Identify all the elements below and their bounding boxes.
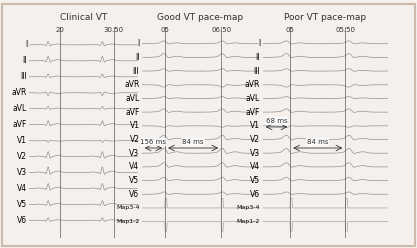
Text: aVR: aVR <box>245 80 260 89</box>
Text: aVR: aVR <box>124 80 139 89</box>
Text: 05: 05 <box>286 27 295 33</box>
Text: III: III <box>133 66 139 76</box>
Text: 06.50: 06.50 <box>211 27 231 33</box>
Text: 30.50: 30.50 <box>104 27 124 33</box>
Text: V1: V1 <box>250 121 260 130</box>
Text: I: I <box>258 39 260 48</box>
Text: V2: V2 <box>129 135 139 144</box>
Text: Map3-4: Map3-4 <box>116 205 139 211</box>
Text: aVL: aVL <box>125 94 139 103</box>
Text: aVF: aVF <box>125 108 139 117</box>
Text: Good VT pace-map: Good VT pace-map <box>157 13 243 22</box>
Text: 05: 05 <box>161 27 170 33</box>
Text: aVL: aVL <box>13 104 27 113</box>
Text: Map1-2: Map1-2 <box>116 219 139 224</box>
Text: V6: V6 <box>129 190 139 199</box>
Text: V3: V3 <box>17 168 27 177</box>
Text: II: II <box>135 53 139 62</box>
Text: III: III <box>20 72 27 81</box>
Text: 84 ms: 84 ms <box>307 139 329 145</box>
Text: 20: 20 <box>55 27 64 33</box>
Text: V2: V2 <box>17 152 27 161</box>
Text: V1: V1 <box>129 121 139 130</box>
Text: Map3-4: Map3-4 <box>237 205 260 211</box>
Text: V5: V5 <box>250 176 260 185</box>
Text: V4: V4 <box>17 184 27 193</box>
Text: I: I <box>137 39 139 48</box>
Text: III: III <box>254 66 260 76</box>
Text: V6: V6 <box>250 190 260 199</box>
Text: V4: V4 <box>129 162 139 171</box>
Text: 68 ms: 68 ms <box>266 118 287 124</box>
Text: V5: V5 <box>129 176 139 185</box>
Text: II: II <box>256 53 260 62</box>
Text: V1: V1 <box>17 136 27 145</box>
Text: V3: V3 <box>250 149 260 158</box>
Text: aVF: aVF <box>246 108 260 117</box>
Text: V3: V3 <box>129 149 139 158</box>
Text: aVR: aVR <box>12 88 27 97</box>
Text: V5: V5 <box>17 200 27 209</box>
Text: aVL: aVL <box>246 94 260 103</box>
Text: V2: V2 <box>250 135 260 144</box>
Text: Poor VT pace-map: Poor VT pace-map <box>284 13 366 22</box>
Text: 05.50: 05.50 <box>335 27 355 33</box>
Text: V4: V4 <box>250 162 260 171</box>
Text: 84 ms: 84 ms <box>182 139 204 145</box>
Text: V6: V6 <box>17 216 27 225</box>
Text: II: II <box>23 56 27 65</box>
Text: Clinical VT: Clinical VT <box>60 13 107 22</box>
Text: Map1-2: Map1-2 <box>237 219 260 224</box>
Text: aVF: aVF <box>13 120 27 129</box>
Text: I: I <box>25 40 27 49</box>
Text: 156 ms: 156 ms <box>141 139 166 145</box>
